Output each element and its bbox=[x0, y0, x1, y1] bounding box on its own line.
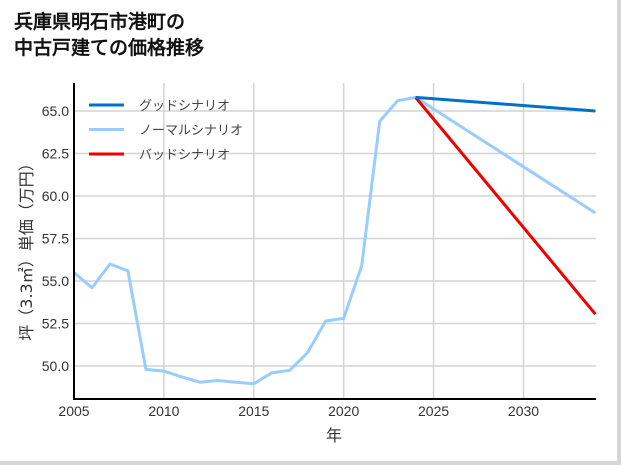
x-tick-label: 2025 bbox=[418, 403, 449, 419]
series-line bbox=[73, 95, 597, 386]
axes bbox=[73, 83, 596, 400]
y-tick-label: 50.0 bbox=[42, 358, 69, 374]
x-tick-label: 2020 bbox=[328, 403, 359, 419]
title-line-1: 兵庫県明石市港町の bbox=[14, 11, 186, 33]
y-tick-label: 60.0 bbox=[42, 188, 69, 204]
y-tick-label: 52.5 bbox=[42, 316, 69, 332]
legend-label: グッドシナリオ bbox=[139, 99, 230, 114]
legend-label: バッドシナリオ bbox=[139, 148, 230, 163]
x-tick-label: 2005 bbox=[58, 403, 89, 419]
x-tick-label: 2015 bbox=[238, 403, 269, 419]
x-axis-label: 年 bbox=[326, 426, 342, 445]
legend-label: ノーマルシナリオ bbox=[139, 124, 243, 139]
y-tick-label: 65.0 bbox=[42, 103, 69, 119]
y-tick-label: 57.5 bbox=[42, 231, 69, 247]
title-line-2: 中古戸建ての価格推移 bbox=[14, 37, 205, 59]
series-lines bbox=[73, 95, 597, 386]
y-tick-label: 55.0 bbox=[42, 273, 69, 289]
y-axis-label: 坪（3.3㎡）単価（万円） bbox=[17, 155, 36, 340]
gridlines bbox=[74, 83, 596, 399]
chart-title: 兵庫県明石市港町の 中古戸建ての価格推移 bbox=[14, 9, 204, 61]
y-tick-label: 62.5 bbox=[42, 146, 69, 162]
x-tick-label: 2010 bbox=[148, 403, 179, 419]
series-line bbox=[415, 95, 596, 113]
series-line bbox=[414, 96, 597, 316]
tick-labels: 2005 2010 2015 2020 2025 2030 50.0 52.5 55.0 57.5… bbox=[42, 103, 540, 419]
x-tick-label: 2030 bbox=[508, 403, 539, 419]
